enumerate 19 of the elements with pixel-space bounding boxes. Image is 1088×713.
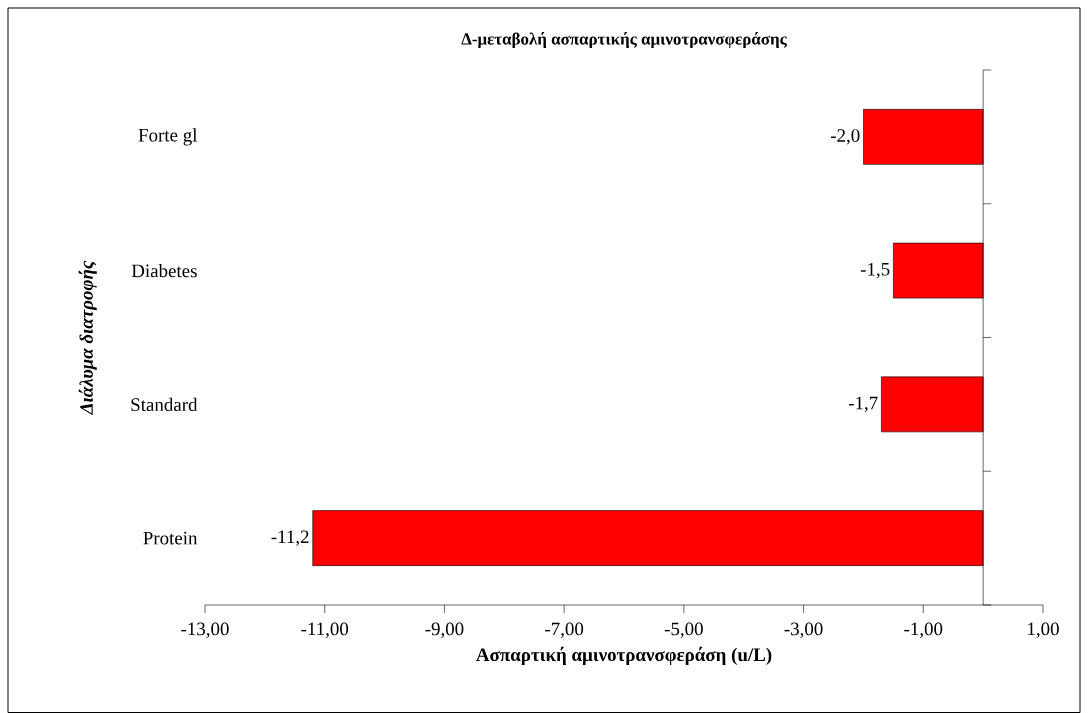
chart-title: Δ-μεταβολή ασπαρτικής αμινοτρανσφεράσης [461, 31, 787, 49]
x-tick-label: -11,00 [301, 622, 349, 639]
data-label: -1,5 [860, 262, 890, 279]
y-tick-label: Forte gl [138, 128, 198, 146]
x-axis-title: Ασπαρτική αμινοτρανσφεράση (u/L) [476, 646, 772, 665]
x-tick-label: -7,00 [545, 622, 584, 639]
data-label: -1,7 [848, 396, 878, 413]
x-tick-label: -5,00 [664, 622, 703, 639]
x-tick-label: 1,00 [1028, 622, 1059, 639]
y-tick-label: Diabetes [131, 263, 197, 278]
data-label: -2,0 [830, 129, 860, 145]
x-tick-label: -1,00 [904, 622, 943, 639]
y-tick-label: Standard [131, 397, 198, 412]
x-tick-label: -9,00 [425, 622, 464, 639]
y-axis-title: Διάλυμα διατροφής [78, 260, 97, 415]
data-label: -11,2 [271, 530, 309, 546]
x-tick-label: -13,00 [181, 622, 229, 639]
y-tick-label: Protein [143, 531, 198, 545]
x-tick-label: -3,00 [784, 622, 823, 639]
